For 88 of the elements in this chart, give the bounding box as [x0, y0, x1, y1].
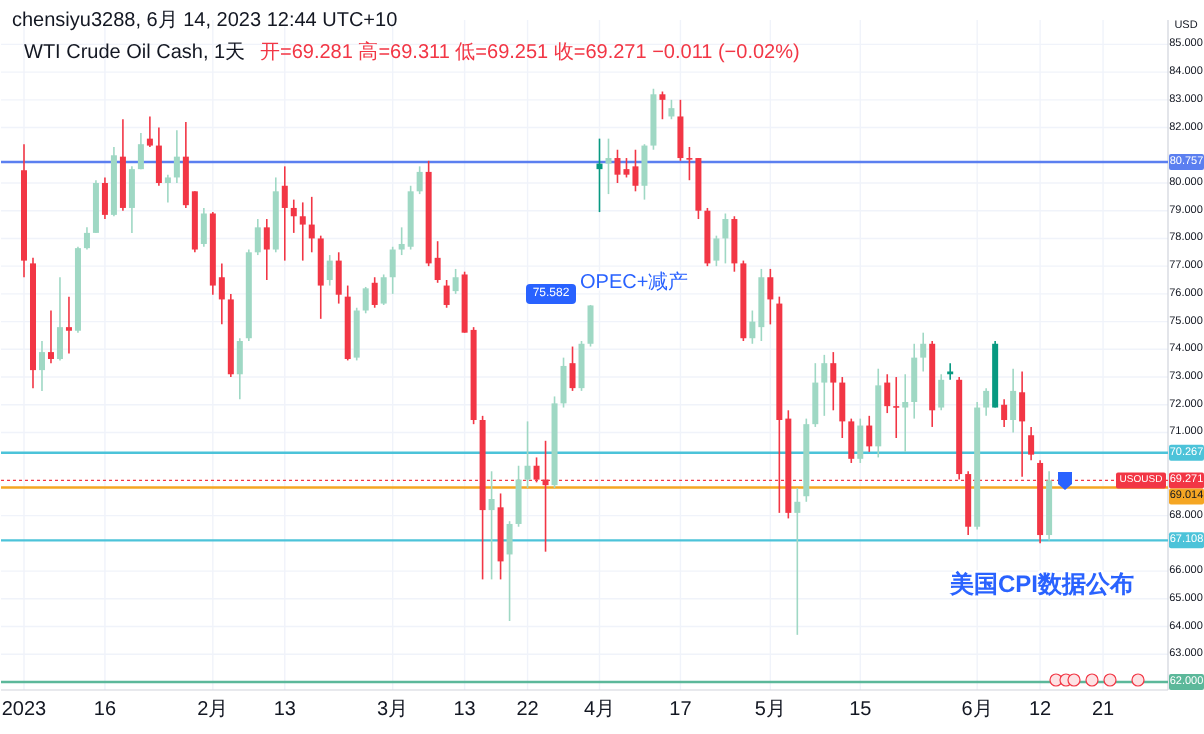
candlestick: [983, 387, 990, 417]
candlestick: [389, 245, 396, 295]
candlestick: [587, 304, 594, 348]
x-tick-label: 21: [1091, 699, 1116, 721]
x-tick-label: 2023: [1, 699, 48, 721]
candlestick: [101, 176, 108, 220]
candlestick: [812, 362, 819, 428]
candlestick: [848, 417, 855, 464]
candlestick: [173, 129, 180, 184]
candlestick: [569, 345, 576, 392]
candlestick: [452, 268, 459, 295]
candlestick: [515, 464, 522, 528]
text: WTI Crude Oil Cash, 1天: [24, 42, 246, 64]
candlestick: [137, 132, 144, 170]
candlestick: [578, 340, 585, 392]
candlestick: [920, 331, 927, 373]
candlestick: [731, 215, 738, 273]
candlestick: [254, 218, 261, 256]
candlestick: [488, 470, 495, 581]
candlestick: [560, 356, 567, 409]
candlestick: [902, 373, 909, 453]
candlestick: [506, 520, 513, 622]
x-tick-label: 22: [516, 699, 540, 721]
candlestick: [128, 165, 135, 234]
candlestick: [596, 137, 603, 213]
candlestick: [443, 279, 450, 309]
candlestick: [290, 198, 297, 234]
candlestick: [47, 309, 54, 364]
x-tick-label: 3月: [377, 699, 409, 721]
x-tick-label: 15: [849, 699, 873, 721]
candlestick: [335, 251, 342, 305]
candlestick: [200, 207, 207, 248]
candlestick: [713, 234, 720, 267]
candlestick: [236, 337, 243, 401]
candlestick: [605, 137, 612, 195]
candlestick: [668, 99, 675, 121]
candlestick: [893, 376, 900, 439]
candlestick: [263, 218, 270, 281]
candlestick: [317, 234, 324, 320]
candlestick: [794, 487, 801, 636]
candlestick: [146, 115, 153, 148]
candlestick: [362, 286, 369, 315]
candlestick: [839, 376, 846, 439]
candlestick: [641, 143, 648, 201]
candlestick: [884, 373, 891, 414]
candlestick: [56, 276, 63, 362]
candlestick: [866, 415, 873, 453]
candlestick: [821, 354, 828, 417]
candlestick: [65, 295, 72, 355]
x-tick-label: 17: [669, 699, 693, 721]
candlestick: [857, 417, 864, 464]
candlestick: [911, 342, 918, 420]
candlestick: [83, 226, 90, 251]
candlestick: [326, 254, 333, 287]
candlestick: [677, 99, 684, 162]
x-tick-label: 16: [93, 699, 117, 721]
candlestick: [1010, 367, 1017, 434]
x-tick-label: 6月: [961, 699, 993, 721]
candlestick: [767, 268, 774, 326]
candlestick: [722, 212, 729, 265]
x-tick-label: 13: [273, 699, 297, 721]
x-tick-label: 4月: [583, 699, 616, 721]
x-tick-label: 2月: [197, 699, 229, 721]
candlestick: [38, 340, 45, 392]
candlestick: [281, 165, 288, 262]
annotation: chensiyu3288, 6月 14, 2023 12:44 UTC+10: [12, 10, 399, 32]
candlestick: [830, 351, 837, 412]
candlestick: [614, 148, 621, 184]
candlestick: [380, 273, 387, 306]
candlestick: [353, 306, 360, 362]
candlestick: [947, 362, 954, 381]
candlestick: [299, 201, 306, 262]
annotation: 美国CPI数据公布: [947, 570, 1135, 598]
x-tick-label: 5月: [754, 699, 786, 721]
candlestick: [416, 165, 423, 195]
candlestick: [1028, 426, 1035, 461]
candlestick: [524, 420, 531, 489]
candlestick: [1001, 398, 1008, 428]
candlestick: [371, 276, 378, 309]
annotation: OPEC+减产: [580, 270, 689, 294]
candlestick: [308, 196, 315, 254]
candlestick: [659, 90, 666, 121]
text: 开=69.281 高=69.311 低=69.251 收=69.271 −0.011 (−0.02%): [260, 40, 800, 64]
candlestick: [155, 126, 162, 187]
x-tick-label: 13: [453, 699, 477, 721]
candlestick: [938, 373, 945, 412]
x-tick-label: 12: [1028, 699, 1053, 721]
candlestick: [164, 173, 171, 204]
